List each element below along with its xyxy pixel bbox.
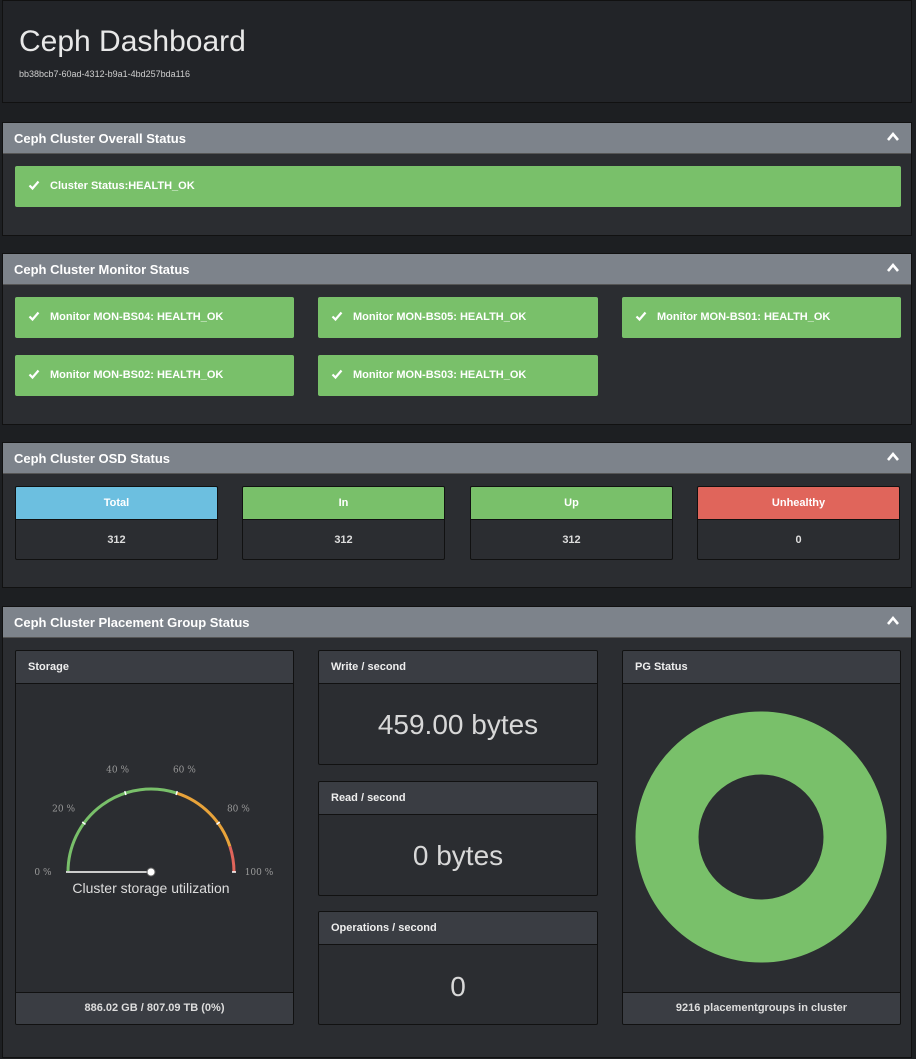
dashboard-header: Ceph Dashboard bb38bcb7-60ad-4312-b9a1-4… bbox=[2, 0, 912, 103]
osd-in-label: In bbox=[243, 487, 444, 520]
page-title: Ceph Dashboard bbox=[19, 25, 246, 58]
gauge-band-orange bbox=[176, 791, 232, 847]
overall-status-header[interactable]: Ceph Cluster Overall Status bbox=[3, 123, 911, 154]
pg-status-card: PG Status 9216 placementgroups in cluste… bbox=[622, 650, 901, 1025]
ops-card: Operations / second 0 bbox=[318, 911, 598, 1025]
storage-footer: 886.02 GB / 807.09 TB (0%) bbox=[16, 992, 293, 1024]
card-title: Write / second bbox=[331, 661, 406, 673]
panel-title: Ceph Cluster Overall Status bbox=[14, 131, 186, 146]
chevron-up-icon[interactable] bbox=[885, 260, 901, 276]
cluster-id: bb38bcb7-60ad-4312-b9a1-4bd257bda116 bbox=[19, 69, 190, 79]
pg-status-header[interactable]: Ceph Cluster Placement Group Status bbox=[3, 607, 911, 638]
overall-status-panel: Ceph Cluster Overall Status Cluster Stat… bbox=[2, 122, 912, 236]
monitor-status-text: Monitor MON-BS03: HEALTH_OK bbox=[353, 369, 527, 381]
gauge-pivot bbox=[146, 867, 156, 877]
storage-gauge: 0 % 20 % 40 % 60 % 80 % 100 % Cluster st… bbox=[34, 765, 274, 896]
check-icon bbox=[331, 369, 343, 380]
osd-status-header[interactable]: Ceph Cluster OSD Status bbox=[3, 443, 911, 474]
osd-up-value: 312 bbox=[562, 534, 581, 546]
ops-card-header: Operations / second bbox=[319, 912, 597, 945]
gauge-tick bbox=[81, 821, 86, 825]
donut-slice-active-clean bbox=[635, 711, 887, 963]
write-card-header: Write / second bbox=[319, 651, 597, 684]
osd-in-box: In 312 bbox=[242, 486, 445, 560]
panel-title: Ceph Cluster OSD Status bbox=[14, 451, 171, 466]
chevron-up-icon[interactable] bbox=[885, 613, 901, 629]
gauge-tick bbox=[124, 790, 127, 796]
gauge-band-red bbox=[228, 845, 236, 873]
card-title: Read / second bbox=[331, 792, 406, 804]
panel-title: Ceph Cluster Placement Group Status bbox=[14, 615, 250, 630]
write-value: 459.00 bytes bbox=[377, 709, 539, 740]
check-icon bbox=[28, 369, 40, 380]
osd-total-value: 312 bbox=[107, 534, 126, 546]
monitor-alert: Monitor MON-BS03: HEALTH_OK bbox=[318, 355, 598, 396]
gauge-band-green bbox=[66, 787, 178, 873]
osd-total-label: Total bbox=[16, 487, 217, 520]
monitor-status-header[interactable]: Ceph Cluster Monitor Status bbox=[3, 254, 911, 285]
write-card: Write / second 459.00 bytes bbox=[318, 650, 598, 765]
gauge-tick-label: 40 % bbox=[106, 765, 129, 775]
monitor-status-panel: Ceph Cluster Monitor Status Monitor MON-… bbox=[2, 253, 912, 425]
gauge-tick-label: 0 % bbox=[34, 868, 52, 878]
osd-unhealthy-label: Unhealthy bbox=[698, 487, 899, 520]
check-icon bbox=[28, 180, 40, 191]
pg-status-footer: 9216 placementgroups in cluster bbox=[623, 992, 900, 1024]
osd-status-panel: Ceph Cluster OSD Status Total 312 In 312… bbox=[2, 442, 912, 588]
gauge-tick-label: 20 % bbox=[52, 805, 75, 815]
osd-in-value: 312 bbox=[334, 534, 353, 546]
osd-total-box: Total 312 bbox=[15, 486, 218, 560]
pg-status-panel: Ceph Cluster Placement Group Status Stor… bbox=[2, 606, 912, 1058]
osd-unhealthy-value: 0 bbox=[795, 534, 802, 546]
gauge-tick bbox=[175, 790, 178, 796]
monitor-alert: Monitor MON-BS04: HEALTH_OK bbox=[15, 297, 294, 338]
gauge-tick-label: 100 % bbox=[245, 868, 274, 878]
gauge-tick bbox=[216, 821, 221, 825]
chevron-up-icon[interactable] bbox=[885, 129, 901, 145]
pg-status-card-header: PG Status bbox=[623, 651, 900, 684]
osd-up-label: Up bbox=[471, 487, 672, 520]
monitor-status-text: Monitor MON-BS01: HEALTH_OK bbox=[657, 311, 831, 323]
check-icon bbox=[331, 311, 343, 322]
card-title: Operations / second bbox=[331, 922, 437, 934]
chevron-up-icon[interactable] bbox=[885, 449, 901, 465]
monitor-alert: Monitor MON-BS02: HEALTH_OK bbox=[15, 355, 294, 396]
gauge-tick-label: 80 % bbox=[227, 805, 250, 815]
card-title: PG Status bbox=[635, 661, 688, 673]
check-icon bbox=[28, 311, 40, 322]
cluster-status-alert: Cluster Status:HEALTH_OK bbox=[15, 166, 901, 207]
monitor-status-text: Monitor MON-BS04: HEALTH_OK bbox=[50, 311, 224, 323]
gauge-label: Cluster storage utilization bbox=[72, 880, 229, 896]
gauge-ticks bbox=[66, 790, 236, 873]
read-card: Read / second 0 bytes bbox=[318, 781, 598, 896]
monitor-alert: Monitor MON-BS01: HEALTH_OK bbox=[622, 297, 901, 338]
panel-title: Ceph Cluster Monitor Status bbox=[14, 262, 190, 277]
osd-unhealthy-box: Unhealthy 0 bbox=[697, 486, 900, 560]
monitor-alert: Monitor MON-BS05: HEALTH_OK bbox=[318, 297, 598, 338]
read-value: 0 bytes bbox=[412, 840, 504, 871]
pg-status-donut bbox=[635, 711, 887, 963]
storage-card: Storage 0 % 20 % 40 % 60 % 80 % 100 % Cl… bbox=[15, 650, 294, 1025]
storage-card-header: Storage bbox=[16, 651, 293, 684]
cluster-status-text: Cluster Status:HEALTH_OK bbox=[50, 180, 195, 192]
osd-up-box: Up 312 bbox=[470, 486, 673, 560]
read-card-header: Read / second bbox=[319, 782, 597, 815]
monitor-status-text: Monitor MON-BS05: HEALTH_OK bbox=[353, 311, 527, 323]
monitor-status-text: Monitor MON-BS02: HEALTH_OK bbox=[50, 369, 224, 381]
check-icon bbox=[635, 311, 647, 322]
card-title: Storage bbox=[28, 661, 69, 673]
gauge-tick-label: 60 % bbox=[173, 765, 196, 775]
ops-value: 0 bbox=[450, 971, 466, 1002]
